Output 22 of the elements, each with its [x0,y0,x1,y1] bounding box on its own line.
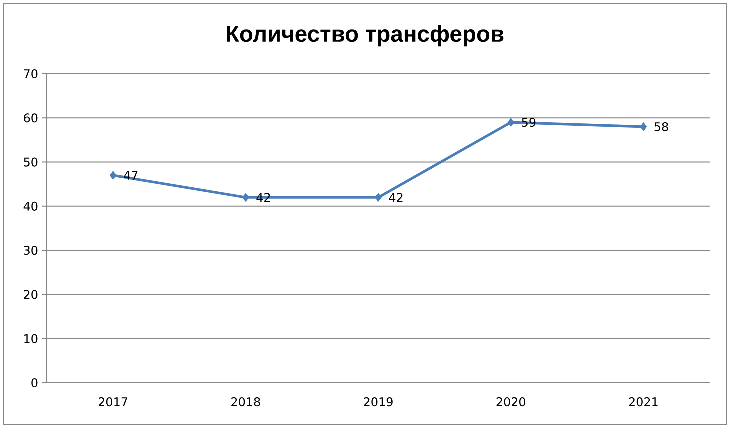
point [242,193,250,202]
y-tick-label: 0 [32,378,38,388]
x-tick-label: 2021 [629,398,658,407]
point [375,193,382,202]
x-tick-label: 2019 [364,398,393,407]
data-label: 59 [522,118,536,128]
x-tick-label: 2020 [496,398,526,407]
data-label: 42 [389,193,403,202]
x-tick-label: 2017 [98,398,128,407]
data-label: 58 [654,122,668,132]
y-tick-label: 40 [24,202,38,211]
y-tick-label: 70 [24,69,38,79]
point [110,171,117,180]
point [508,118,515,128]
x-tick-label: 2018 [232,398,260,407]
y-tick-label: 30 [24,246,38,256]
y-tick-label: 60 [24,114,38,123]
y-tick-label: 50 [24,158,38,167]
point [640,122,648,132]
y-tick-label: 10 [24,334,38,344]
chart-title: Количество трансферов [227,25,504,47]
y-tick-label: 20 [24,290,38,300]
